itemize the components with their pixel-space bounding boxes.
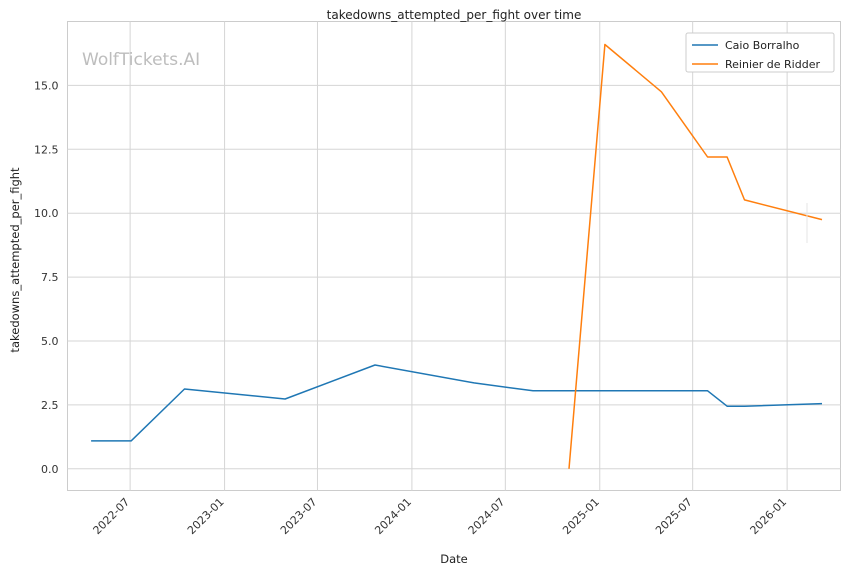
y-tick-label: 5.0 (41, 335, 59, 348)
series-line-reinier-de-ridder (568, 43, 823, 469)
x-tick-label: 2024-01 (372, 495, 414, 537)
x-tick-label: 2026-01 (748, 495, 790, 537)
plot-frame (67, 21, 841, 491)
x-axis-title: Date (440, 552, 468, 566)
watermark: WolfTickets.AI (82, 50, 200, 70)
series-line-caio-borralho (91, 364, 823, 442)
x-axis-ticks: 2022-07 2023-01 2023-07 2024-01 2024-07 2025-… (91, 495, 790, 537)
y-tick-label: 0.0 (41, 463, 59, 476)
x-tick-label: 2023-01 (185, 495, 227, 537)
x-tick-label: 2023-07 (278, 495, 320, 537)
plot-area (67, 21, 841, 491)
y-tick-label: 10.0 (34, 207, 59, 220)
x-tick-label: 2022-07 (91, 495, 133, 537)
y-axis-ticks: 0.0 2.5 5.0 7.5 10.0 12.5 15.0 (34, 79, 59, 475)
legend-label-reinier-de-ridder: Reinier de Ridder (725, 58, 820, 71)
legend: Caio Borralho Reinier de Ridder (685, 32, 835, 73)
x-tick-label: 2025-07 (653, 495, 695, 537)
y-tick-label: 2.5 (41, 399, 59, 412)
legend-box (685, 32, 835, 73)
y-gridlines (67, 84, 841, 470)
chart-title: takedowns_attempted_per_fight over time (327, 8, 582, 22)
series-layer (91, 43, 823, 469)
x-tick-label: 2025-01 (560, 495, 602, 537)
legend-label-caio-borralho: Caio Borralho (725, 39, 800, 52)
y-tick-label: 7.5 (41, 271, 59, 284)
y-tick-label: 12.5 (34, 143, 59, 156)
y-axis-title: takedowns_attempted_per_fight (8, 167, 22, 353)
y-tick-label: 15.0 (34, 79, 59, 92)
x-tick-label: 2024-07 (466, 495, 508, 537)
